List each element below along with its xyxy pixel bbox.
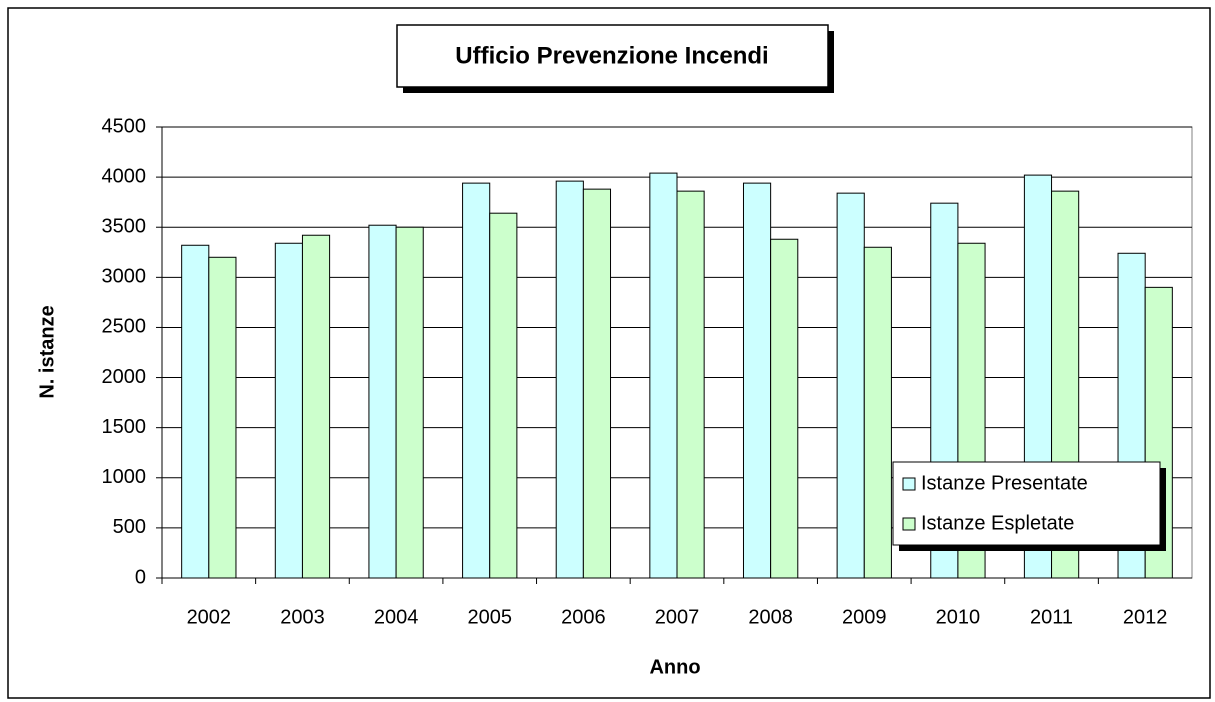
x-tick-label: 2006: [561, 606, 606, 628]
bar: [489, 212, 518, 579]
x-tick-label: 2011: [1030, 606, 1073, 628]
bar: [863, 246, 892, 579]
bar: [368, 224, 397, 579]
x-tick-label: 2007: [655, 606, 700, 628]
x-axis-label: Anno: [649, 656, 700, 678]
x-tick-label: 2008: [748, 606, 793, 628]
bar: [208, 256, 237, 579]
bar: [676, 190, 705, 579]
bar: [836, 192, 865, 579]
y-tick-label: 3500: [102, 216, 147, 238]
bar: [462, 182, 491, 579]
x-tick-label: 2012: [1123, 606, 1168, 628]
bar: [770, 238, 799, 579]
y-tick-label: 4000: [102, 165, 147, 187]
x-tick-label: 2009: [842, 606, 887, 628]
legend-label: Istanze Presentate: [921, 472, 1088, 494]
bar: [649, 172, 678, 579]
y-tick-label: 1500: [102, 416, 147, 438]
legend: [892, 461, 1161, 546]
bar: [301, 234, 331, 579]
legend-swatch: [902, 477, 916, 491]
y-tick-label: 2000: [102, 366, 147, 388]
y-axis-label: N. istanze: [36, 305, 58, 398]
legend-label: Istanze Espletate: [921, 512, 1074, 534]
x-tick-label: 2002: [187, 606, 232, 628]
x-tick-label: 2010: [936, 606, 981, 628]
bar: [582, 188, 612, 579]
x-tick-label: 2003: [280, 606, 325, 628]
y-tick-label: 2500: [102, 316, 147, 338]
bar: [181, 244, 210, 579]
y-tick-label: 4500: [102, 115, 147, 137]
legend-swatch: [902, 517, 916, 531]
bar: [274, 242, 303, 579]
bar: [395, 226, 424, 579]
chart-title: Ufficio Prevenzione Incendi: [455, 42, 768, 69]
bar: [742, 182, 772, 579]
title-box: [396, 24, 829, 88]
bar: [555, 180, 584, 579]
x-tick-label: 2005: [467, 606, 512, 628]
y-tick-label: 1000: [102, 466, 147, 488]
y-tick-label: 0: [135, 566, 146, 588]
y-tick-label: 3000: [102, 266, 147, 288]
y-tick-label: 500: [113, 516, 146, 538]
x-tick-label: 2004: [374, 606, 419, 628]
